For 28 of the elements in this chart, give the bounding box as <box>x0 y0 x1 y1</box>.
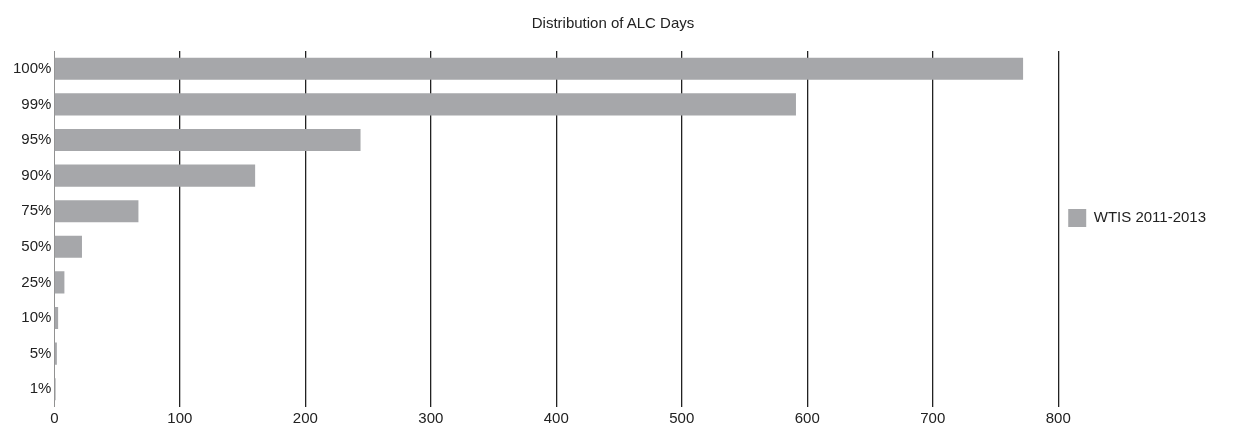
x-tick-label: 0 <box>50 409 59 427</box>
y-tick-label: 5% <box>29 343 52 361</box>
y-tick-label: 95% <box>21 130 52 148</box>
x-tick-label: 400 <box>543 409 569 427</box>
y-tick-label: 1% <box>29 379 52 397</box>
y-tick-label: 75% <box>21 201 52 219</box>
x-tick-label: 800 <box>1045 409 1071 427</box>
x-tick-label: 700 <box>920 409 946 427</box>
x-tick-label: 500 <box>669 409 695 427</box>
y-tick-label: 99% <box>21 94 52 112</box>
y-tick-label: 100% <box>12 58 52 76</box>
x-tick-label: 300 <box>418 409 444 427</box>
legend-label: WTIS 2011-2013 <box>1093 208 1206 226</box>
bar <box>54 93 796 116</box>
bar <box>54 271 65 294</box>
x-tick-label: 200 <box>292 409 318 427</box>
y-tick-label: 25% <box>21 272 52 290</box>
bar <box>54 128 361 152</box>
bar <box>54 164 256 187</box>
y-tick-label: 10% <box>21 308 52 326</box>
y-tick-label: 50% <box>21 236 52 254</box>
bar <box>54 235 82 258</box>
chart-title: Distribution of ALC Days <box>531 14 695 32</box>
bar <box>54 200 139 223</box>
y-tick-label: 90% <box>21 165 52 183</box>
x-tick-label: 100 <box>167 409 193 427</box>
bar <box>54 57 1024 80</box>
x-tick-label: 600 <box>794 409 820 427</box>
